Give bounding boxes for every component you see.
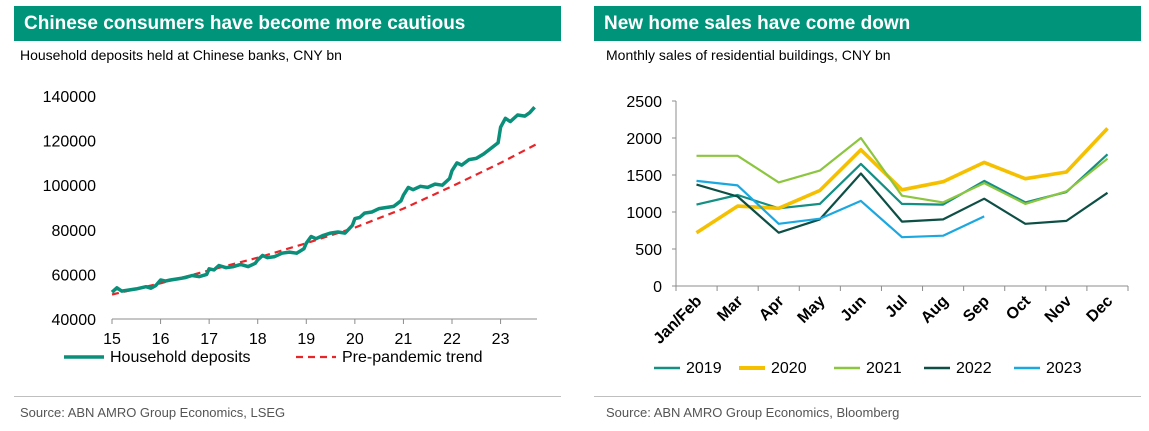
left-chart-subtitle: Household deposits held at Chinese banks… bbox=[20, 47, 342, 63]
right-divider bbox=[594, 396, 1141, 397]
x-tick-label: Sep bbox=[960, 293, 993, 326]
x-tick-label: Apr bbox=[756, 293, 788, 325]
legend-label-trend: Pre-pandemic trend bbox=[342, 349, 483, 366]
y-tick-label: 140000 bbox=[43, 89, 96, 106]
pre-pandemic-trend-line bbox=[111, 142, 538, 296]
series-line-2019 bbox=[696, 153, 1109, 210]
x-tick-label: 15 bbox=[103, 331, 121, 348]
y-tick-label: 0 bbox=[653, 279, 662, 296]
x-tick-label: Dec bbox=[1084, 293, 1117, 326]
x-tick-label: Mar bbox=[714, 293, 746, 325]
x-tick-label: Jun bbox=[838, 293, 870, 325]
series-line-2021 bbox=[696, 136, 1109, 205]
left-source: Source: ABN AMRO Group Economics, LSEG bbox=[20, 405, 286, 420]
x-tick-label: 19 bbox=[297, 331, 315, 348]
y-tick-label: 1000 bbox=[626, 205, 662, 222]
household-deposits-line bbox=[110, 106, 536, 294]
deposits-chart: 15 16 17 18 19 20 21 22 23 40000 60000 80000 100000 1… bbox=[43, 89, 538, 366]
y-tick-label: 80000 bbox=[52, 223, 97, 240]
left-divider bbox=[14, 396, 561, 397]
y-tick-label: 2000 bbox=[626, 131, 662, 148]
x-tick-label: 22 bbox=[443, 331, 461, 348]
y-tick-label: 2500 bbox=[626, 94, 662, 111]
series-line-2023 bbox=[696, 179, 985, 239]
right-chart-subtitle: Monthly sales of residential buildings, … bbox=[606, 47, 891, 63]
legend-label-2020: 2020 bbox=[771, 360, 807, 377]
legend-label-2021: 2021 bbox=[866, 360, 902, 377]
x-tick-label: 21 bbox=[395, 331, 413, 348]
y-tick-label: 1500 bbox=[626, 168, 662, 185]
legend-label-deposits: Household deposits bbox=[110, 349, 251, 366]
legend-label-2022: 2022 bbox=[956, 360, 992, 377]
right-source: Source: ABN AMRO Group Economics, Bloomb… bbox=[606, 405, 900, 420]
right-chart-title: New home sales have come down bbox=[594, 6, 1141, 41]
home-sales-chart: 0 500 1000 1500 2000 2500 Jan/Feb Mar Apr May Jun J… bbox=[626, 94, 1129, 377]
legend-label-2019: 2019 bbox=[686, 360, 722, 377]
y-tick-label: 40000 bbox=[52, 312, 97, 329]
x-tick-label: 16 bbox=[152, 331, 170, 348]
series-line-2022 bbox=[696, 172, 1109, 234]
legend-label-2023: 2023 bbox=[1046, 360, 1082, 377]
x-tick-label: 23 bbox=[492, 331, 510, 348]
x-tick-label: Oct bbox=[1003, 292, 1034, 323]
x-tick-label: Jul bbox=[882, 293, 910, 321]
y-tick-label: 120000 bbox=[43, 134, 96, 151]
x-tick-label: 17 bbox=[200, 331, 218, 348]
x-tick-label: 20 bbox=[346, 331, 364, 348]
x-tick-label: Jan/Feb bbox=[651, 293, 706, 348]
x-tick-label: 18 bbox=[249, 331, 267, 348]
y-tick-label: 60000 bbox=[52, 267, 97, 284]
left-chart-panel: Chinese consumers have become more cauti… bbox=[0, 0, 561, 431]
left-chart-title: Chinese consumers have become more cauti… bbox=[14, 6, 561, 41]
y-tick-label: 500 bbox=[635, 242, 662, 259]
x-tick-label: Aug bbox=[918, 293, 952, 327]
x-tick-label: Nov bbox=[1042, 293, 1075, 326]
y-tick-label: 100000 bbox=[43, 178, 96, 195]
x-tick-label: May bbox=[795, 293, 829, 327]
right-chart-panel: New home sales have come down Monthly sa… bbox=[594, 0, 1149, 431]
series-line-2020 bbox=[695, 127, 1109, 235]
